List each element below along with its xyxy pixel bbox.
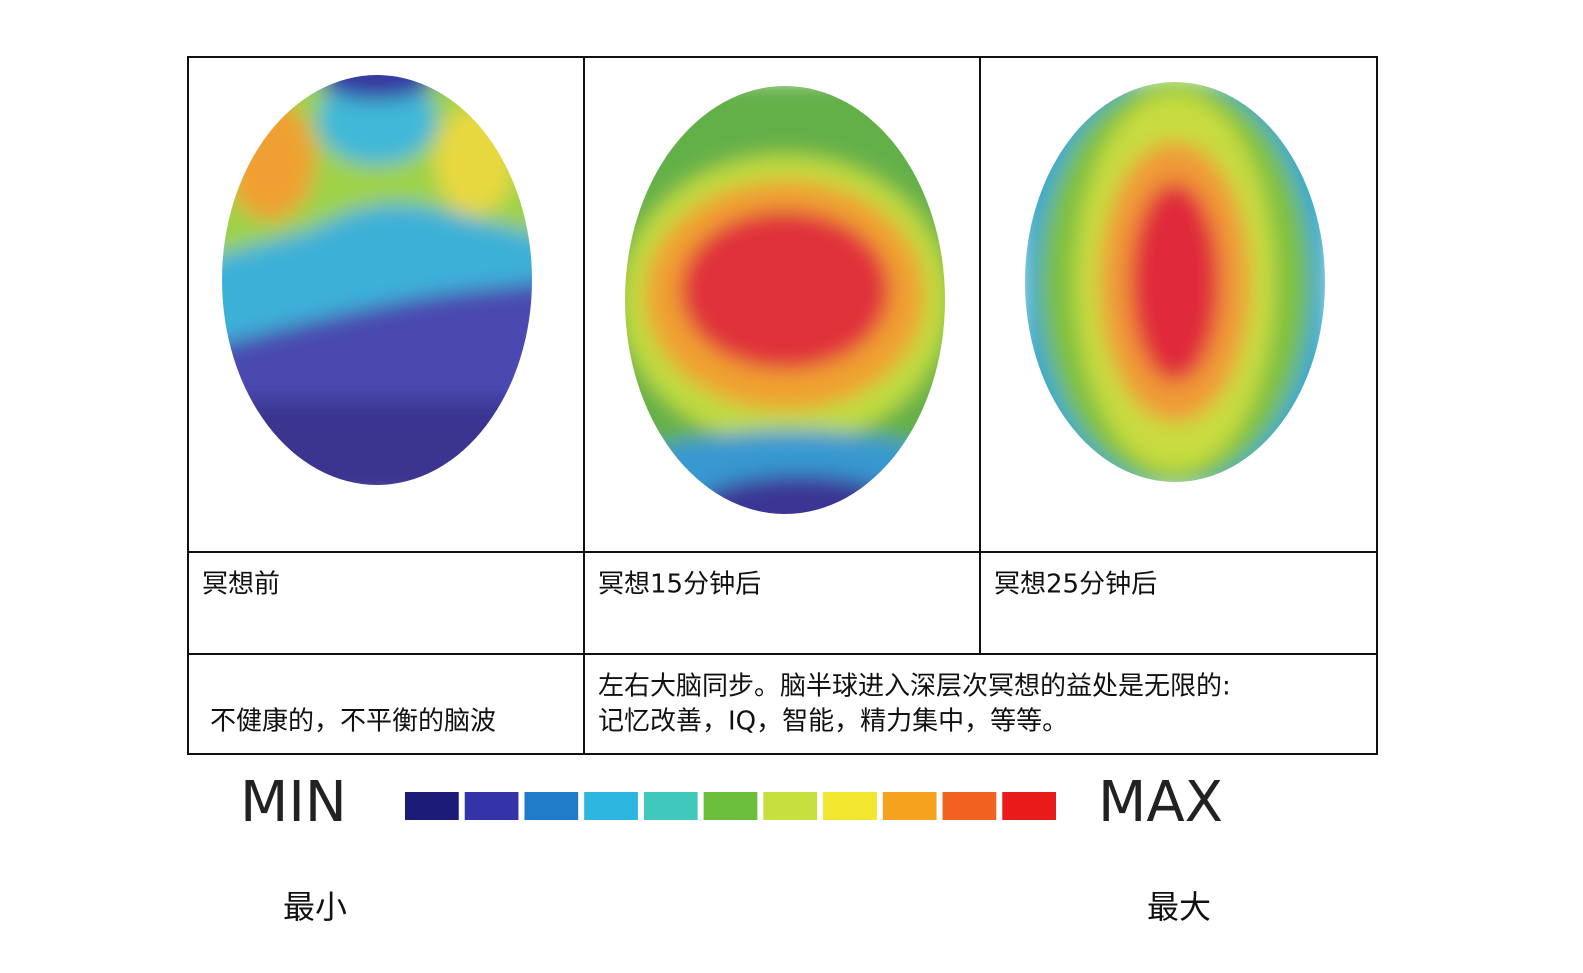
color-swatch bbox=[703, 792, 758, 820]
color-swatch bbox=[823, 792, 877, 820]
caption: 冥想25分钟后 bbox=[994, 570, 1157, 600]
description: 左右大脑同步。脑半球进入深层次冥想的益处是无限的: bbox=[598, 672, 1231, 702]
legend-min-cn: 最小 bbox=[283, 888, 347, 926]
caption: 冥想15分钟后 bbox=[598, 570, 761, 600]
brain-map-before bbox=[222, 75, 532, 485]
legend-min: MIN bbox=[240, 770, 347, 835]
color-swatch bbox=[584, 792, 638, 820]
legend-max: MAX bbox=[1098, 770, 1223, 835]
description: 不健康的，不平衡的脑波 bbox=[210, 707, 496, 737]
color-swatch bbox=[405, 792, 459, 820]
color-scale bbox=[405, 792, 1056, 820]
color-swatch bbox=[464, 792, 519, 820]
color-swatch bbox=[1002, 792, 1056, 820]
caption: 冥想前 bbox=[202, 570, 280, 600]
brain-map-15min bbox=[625, 86, 945, 514]
color-swatch bbox=[643, 792, 698, 820]
legend-max-cn: 最大 bbox=[1147, 888, 1211, 926]
color-swatch bbox=[882, 792, 937, 820]
description: 记忆改善，IQ，智能，精力集中，等等。 bbox=[598, 707, 1068, 737]
table-grid bbox=[187, 56, 1378, 755]
color-swatch bbox=[942, 792, 997, 820]
color-swatch bbox=[763, 792, 818, 820]
brain-map-25min bbox=[1025, 82, 1325, 482]
color-swatch bbox=[524, 792, 579, 820]
